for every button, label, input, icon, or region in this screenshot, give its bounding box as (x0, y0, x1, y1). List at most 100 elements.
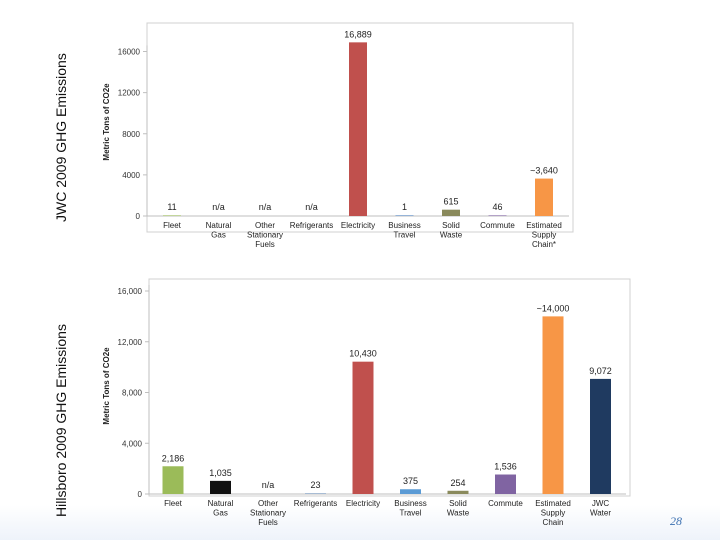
jwc-category-label: Other Stationary Fuels (247, 221, 283, 249)
jwc-y-tick-label: 8000 (122, 130, 140, 139)
hillsboro-category-label-line: Stationary (250, 509, 286, 518)
hillsboro-category-label-line: JWC (592, 499, 610, 508)
hillsboro-bar (590, 378, 611, 494)
jwc-data-label: 46 (492, 202, 502, 212)
hillsboro-category-label-line: Commute (488, 499, 523, 508)
hillsboro-bar (352, 361, 374, 494)
hillsboro-data-label: 23 (310, 480, 320, 490)
hillsboro-category-label: Electricity (346, 499, 380, 508)
jwc-category-label-line: Natural (206, 221, 232, 230)
hillsboro-bar (542, 316, 564, 494)
jwc-category-label-line: Waste (440, 231, 463, 240)
hillsboro-category-label-line: Other (258, 499, 278, 508)
hillsboro-bar (400, 489, 421, 494)
jwc-data-label: 16,889 (344, 29, 372, 39)
hillsboro-category-label-line: Electricity (346, 499, 380, 508)
jwc-bar (488, 215, 507, 216)
jwc-data-label: 1 (402, 202, 407, 212)
jwc-category-label-line: Fleet (163, 221, 182, 230)
page-number: 28 (670, 514, 682, 528)
jwc-bar (535, 178, 553, 216)
hillsboro-category-label-line: Natural (208, 499, 234, 508)
hillsboro-category-label-line: Fuels (258, 518, 278, 527)
jwc-data-label: 615 (443, 197, 458, 207)
jwc-category-label-line: Other (255, 221, 275, 230)
hillsboro-category-label: Refrigerants (294, 499, 338, 508)
hillsboro-y-tick-label: 4,000 (122, 439, 143, 448)
hillsboro-category-label-line: Water (590, 509, 611, 518)
hillsboro-category-label: Natural Gas (208, 499, 234, 518)
jwc-category-label-line: Travel (394, 231, 416, 240)
hillsboro-bar (495, 474, 516, 494)
hillsboro-data-label: 9,072 (589, 366, 612, 376)
hillsboro-category-label-line: Waste (447, 509, 470, 518)
hillsboro-data-label: 1,536 (494, 462, 517, 472)
hillsboro-category-label: Business Travel (394, 499, 426, 518)
jwc-category-label-line: Stationary (247, 231, 283, 240)
jwc-category-label: Business Travel (388, 221, 420, 240)
hillsboro-category-label: Commute (488, 499, 523, 508)
jwc-y-tick-label: 12000 (118, 89, 141, 98)
jwc-data-label: n/a (305, 202, 318, 212)
hillsboro-data-label: 254 (450, 478, 465, 488)
hillsboro-y-tick-label: 0 (138, 490, 143, 499)
hillsboro-data-label: n/a (262, 480, 275, 490)
hillsboro-category-label: Estimated Supply Chain (535, 499, 571, 527)
hillsboro-category-label: Other Stationary Fuels (250, 499, 286, 527)
hillsboro-bar (162, 466, 184, 494)
jwc-category-label: Electricity (341, 221, 375, 230)
jwc-category-label-line: Fuels (255, 240, 275, 249)
jwc-category-label-line: Gas (211, 231, 226, 240)
hillsboro-category-label-line: Refrigerants (294, 499, 338, 508)
hillsboro-category-label-line: Business (394, 499, 426, 508)
hillsboro-data-label: 1,035 (209, 468, 232, 478)
hillsboro-category-label-line: Travel (400, 509, 422, 518)
jwc-category-label-line: Chain* (532, 240, 556, 249)
jwc-category-label: Fleet (163, 221, 182, 230)
hillsboro-y-tick-label: 12,000 (118, 338, 143, 347)
hillsboro-category-label-line: Gas (213, 509, 228, 518)
hillsboro-data-label: 10,430 (349, 349, 377, 359)
jwc-category-label-line: Estimated (526, 221, 562, 230)
hillsboro-bar (447, 490, 469, 494)
hillsboro-category-label-line: Chain (543, 518, 564, 527)
hillsboro-category-label: Solid Waste (447, 499, 470, 518)
jwc-category-label: Solid Waste (440, 221, 463, 240)
jwc-category-label-line: Supply (532, 231, 556, 240)
hillsboro-bar (305, 493, 326, 494)
hillsboro-data-label: 2,186 (162, 453, 185, 463)
jwc-y-axis-label: Metric Tons of CO2e (102, 83, 111, 161)
jwc-category-label-line: Refrigerants (290, 221, 334, 230)
jwc-y-tick-label: 4000 (122, 171, 140, 180)
jwc-category-label-line: Commute (480, 221, 515, 230)
hillsboro-data-label: ~14,000 (537, 303, 570, 313)
jwc-bar (442, 209, 460, 216)
jwc-bar (395, 215, 414, 216)
jwc-category-label: Natural Gas (206, 221, 232, 240)
jwc-data-label: ~3,640 (530, 166, 558, 176)
hillsboro-category-label-line: Solid (449, 499, 467, 508)
jwc-category-label-line: Solid (442, 221, 460, 230)
jwc-category-label-line: Business (388, 221, 420, 230)
jwc-y-tick-label: 16000 (118, 48, 141, 57)
jwc-data-label: 11 (167, 202, 176, 212)
hillsboro-bar (210, 480, 231, 494)
hillsboro-category-label: Fleet (164, 499, 183, 508)
jwc-data-label: n/a (212, 202, 225, 212)
jwc-category-label: Refrigerants (290, 221, 334, 230)
jwc-category-label: Commute (480, 221, 515, 230)
jwc-data-label: n/a (259, 202, 272, 212)
jwc-y-tick-label: 0 (136, 212, 141, 221)
hillsboro-category-label-line: Fleet (164, 499, 183, 508)
jwc-category-label: Estimated Supply Chain* (526, 221, 562, 249)
jwc-bar (163, 215, 181, 216)
hillsboro-y-tick-label: 8,000 (122, 389, 143, 398)
jwc-category-label-line: Electricity (341, 221, 375, 230)
hillsboro-y-axis-label: Metric Tons of CO2e (102, 347, 111, 425)
hillsboro-y-tick-label: 16,000 (118, 287, 143, 296)
hillsboro-category-label-line: Estimated (535, 499, 571, 508)
jwc-bar (349, 42, 367, 216)
hillsboro-category-label-line: Supply (541, 509, 565, 518)
hillsboro-category-label: JWC Water (590, 499, 611, 518)
